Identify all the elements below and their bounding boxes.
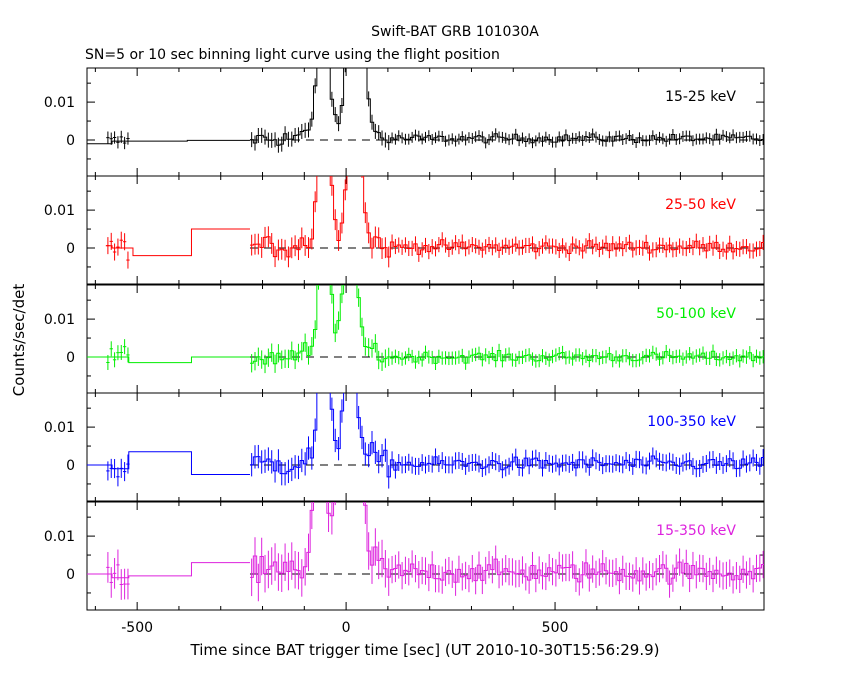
series-group <box>105 176 764 269</box>
y-tick-label: 0 <box>66 350 75 366</box>
y-tick-label: 0 <box>66 241 75 257</box>
panel-frame <box>86 67 765 177</box>
x-tick-label: 500 <box>542 620 569 636</box>
y-tick-label: 0.01 <box>44 95 75 111</box>
band-label: 50-100 keV <box>656 306 736 322</box>
series-group <box>87 68 764 153</box>
panel-frame <box>86 392 765 502</box>
series-group <box>87 502 764 602</box>
chart-subtitle: SN=5 or 10 sec binning light curve using… <box>85 47 500 63</box>
panels-group: 0 0.01 15-25 keV 0 0.01 25-50 keV 0 0.01 50-100 … <box>44 67 765 636</box>
y-axis-label: Counts/sec/det <box>10 284 28 397</box>
series-group <box>87 393 764 489</box>
pre-burst-step-line <box>87 356 250 364</box>
x-tick-label: 0 <box>342 620 351 636</box>
light-curve-line <box>249 68 764 146</box>
pre-burst-step-line <box>105 228 250 257</box>
y-tick-label: 0 <box>66 458 75 474</box>
y-tick-label: 0.01 <box>44 203 75 219</box>
light-curve-line <box>249 176 764 258</box>
panel-2: 0 0.01 25-50 keV <box>44 175 765 285</box>
x-axis-label: Time since BAT trigger time [sec] (UT 20… <box>190 641 660 659</box>
panel-frame <box>86 284 765 394</box>
y-tick-label: 0 <box>66 133 75 149</box>
y-tick-label: 0.01 <box>44 312 75 328</box>
series-group <box>87 285 764 374</box>
light-curve-line <box>249 285 764 365</box>
light-curve-line <box>249 502 764 585</box>
band-label: 15-25 keV <box>665 89 736 105</box>
x-tick-label: -500 <box>121 620 153 636</box>
panel-frame <box>86 501 765 611</box>
chart-title: Swift-BAT GRB 101030A <box>371 24 539 40</box>
pre-burst-step-line <box>87 139 250 145</box>
y-tick-label: 0.01 <box>44 420 75 436</box>
band-label: 15-350 keV <box>656 523 736 539</box>
panel-1: 0 0.01 15-25 keV <box>44 67 765 177</box>
band-label: 25-50 keV <box>665 197 736 213</box>
panel-frame <box>86 175 765 285</box>
pre-burst-step-line <box>87 562 250 579</box>
y-tick-label: 0 <box>66 567 75 583</box>
panel-5: 0 0.01 15-350 keV -500 0 500 <box>44 501 765 636</box>
pre-burst-step-line <box>87 451 250 475</box>
light-curve-line <box>249 393 764 478</box>
band-label: 100-350 keV <box>647 414 736 430</box>
panel-4: 0 0.01 100-350 keV <box>44 392 765 502</box>
y-tick-label: 0.01 <box>44 529 75 545</box>
panel-3: 0 0.01 50-100 keV <box>44 284 765 394</box>
